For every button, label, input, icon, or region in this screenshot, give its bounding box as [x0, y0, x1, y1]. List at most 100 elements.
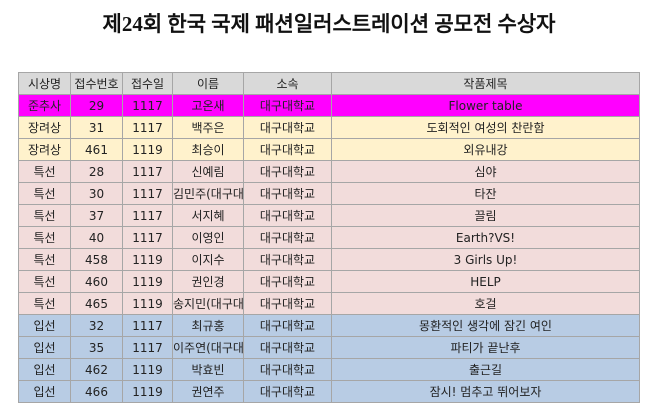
table-cell: 1117: [122, 204, 173, 227]
table-cell: 461: [70, 138, 123, 161]
table-cell: 대구대학교: [243, 314, 332, 337]
table-cell: 고온새: [172, 94, 244, 117]
table-cell: 특선: [18, 226, 71, 249]
table-cell: 특선: [18, 160, 71, 183]
header-row: 시상명 접수번호 접수일 이름 소속 작품제목: [18, 72, 640, 95]
table-cell: 3 Girls Up!: [331, 248, 640, 271]
table-cell: 40: [70, 226, 123, 249]
table-row: 입선 35 1117 이주연(대구대) 대구대학교 파티가 끝난후: [18, 336, 640, 359]
table-row: 특선 30 1117 김민주(대구대) 대구대학교 타잔: [18, 182, 640, 205]
table-cell: 대구대학교: [243, 248, 332, 271]
table-cell: 458: [70, 248, 123, 271]
table-cell: 이주연(대구대): [172, 336, 244, 359]
table-cell: 1119: [122, 138, 173, 161]
column-header: 작품제목: [331, 72, 640, 95]
table-row: 입선 462 1119 박효빈 대구대학교 출근길: [18, 358, 640, 381]
winners-table: 시상명 접수번호 접수일 이름 소속 작품제목 준추사 29 1117 고온새 대구대학교 Flow…: [18, 72, 640, 403]
table-cell: 1119: [122, 248, 173, 271]
table-cell: 28: [70, 160, 123, 183]
table-row: 장려상 31 1117 백주은 대구대학교 도회적인 여성의 찬란함: [18, 116, 640, 139]
table-cell: 대구대학교: [243, 336, 332, 359]
table-row: 준추사 29 1117 고온새 대구대학교 Flower table: [18, 94, 640, 117]
table-cell: 1119: [122, 270, 173, 293]
table-body: 준추사 29 1117 고온새 대구대학교 Flower table 장려상 31 1117 백주…: [18, 94, 640, 403]
table-cell: 466: [70, 380, 123, 403]
table-cell: 특선: [18, 248, 71, 271]
table-cell: 37: [70, 204, 123, 227]
table-cell: 준추사: [18, 94, 71, 117]
table-cell: 1119: [122, 358, 173, 381]
table-cell: 심야: [331, 160, 640, 183]
table-cell: 이지수: [172, 248, 244, 271]
table-cell: 도회적인 여성의 찬란함: [331, 116, 640, 139]
table-row: 입선 466 1119 권연주 대구대학교 잠시! 멈추고 뛰어보자: [18, 380, 640, 403]
table-cell: 신예림: [172, 160, 244, 183]
table-cell: 32: [70, 314, 123, 337]
table-cell: 서지혜: [172, 204, 244, 227]
table-cell: 특선: [18, 204, 71, 227]
table-row: 특선 40 1117 이영인 대구대학교 Earth?VS!: [18, 226, 640, 249]
table-cell: 김민주(대구대): [172, 182, 244, 205]
table-cell: 대구대학교: [243, 380, 332, 403]
table-cell: 462: [70, 358, 123, 381]
table-cell: 특선: [18, 182, 71, 205]
table-cell: 대구대학교: [243, 94, 332, 117]
column-header: 이름: [172, 72, 244, 95]
table-cell: 외유내강: [331, 138, 640, 161]
column-header: 소속: [243, 72, 332, 95]
table-cell: 대구대학교: [243, 270, 332, 293]
table-cell: 최승이: [172, 138, 244, 161]
table-cell: 권인경: [172, 270, 244, 293]
table-cell: 출근길: [331, 358, 640, 381]
table-cell: 1117: [122, 116, 173, 139]
table-cell: 몽환적인 생각에 잠긴 여인: [331, 314, 640, 337]
column-header: 접수번호: [70, 72, 123, 95]
table-cell: 장려상: [18, 116, 71, 139]
table-cell: 호걸: [331, 292, 640, 315]
table-cell: 대구대학교: [243, 182, 332, 205]
table-cell: 잠시! 멈추고 뛰어보자: [331, 380, 640, 403]
table-cell: 권연주: [172, 380, 244, 403]
table-cell: 1117: [122, 160, 173, 183]
table-cell: 입선: [18, 314, 71, 337]
table-cell: 31: [70, 116, 123, 139]
table-cell: 대구대학교: [243, 292, 332, 315]
table-cell: 1119: [122, 292, 173, 315]
table-cell: 1119: [122, 380, 173, 403]
table-row: 특선 465 1119 송지민(대구대) 대구대학교 호걸: [18, 292, 640, 315]
table-cell: 대구대학교: [243, 204, 332, 227]
table-cell: 끌림: [331, 204, 640, 227]
table-cell: 타잔: [331, 182, 640, 205]
table-cell: 1117: [122, 336, 173, 359]
table-cell: 대구대학교: [243, 116, 332, 139]
table-row: 특선 460 1119 권인경 대구대학교 HELP: [18, 270, 640, 293]
table-cell: 465: [70, 292, 123, 315]
table-cell: 입선: [18, 358, 71, 381]
table-cell: Flower table: [331, 94, 640, 117]
column-header: 접수일: [122, 72, 173, 95]
table-row: 특선 458 1119 이지수 대구대학교 3 Girls Up!: [18, 248, 640, 271]
table-cell: 대구대학교: [243, 226, 332, 249]
table-row: 입선 32 1117 최규홍 대구대학교 몽환적인 생각에 잠긴 여인: [18, 314, 640, 337]
table-cell: 장려상: [18, 138, 71, 161]
table-cell: 이영인: [172, 226, 244, 249]
table-cell: 460: [70, 270, 123, 293]
table-cell: 입선: [18, 380, 71, 403]
table-cell: 특선: [18, 270, 71, 293]
table-cell: 최규홍: [172, 314, 244, 337]
table-cell: 1117: [122, 314, 173, 337]
table-cell: 30: [70, 182, 123, 205]
page-title: 제24회 한국 국제 패션일러스트레이션 공모전 수상자: [102, 12, 556, 36]
table-cell: 1117: [122, 182, 173, 205]
table-cell: 1117: [122, 226, 173, 249]
table-cell: 35: [70, 336, 123, 359]
table-cell: 29: [70, 94, 123, 117]
table-cell: 1117: [122, 94, 173, 117]
table-cell: 박효빈: [172, 358, 244, 381]
table-cell: 대구대학교: [243, 358, 332, 381]
table-cell: 백주은: [172, 116, 244, 139]
table-row: 특선 37 1117 서지혜 대구대학교 끌림: [18, 204, 640, 227]
table-cell: 파티가 끝난후: [331, 336, 640, 359]
table-row: 특선 28 1117 신예림 대구대학교 심야: [18, 160, 640, 183]
